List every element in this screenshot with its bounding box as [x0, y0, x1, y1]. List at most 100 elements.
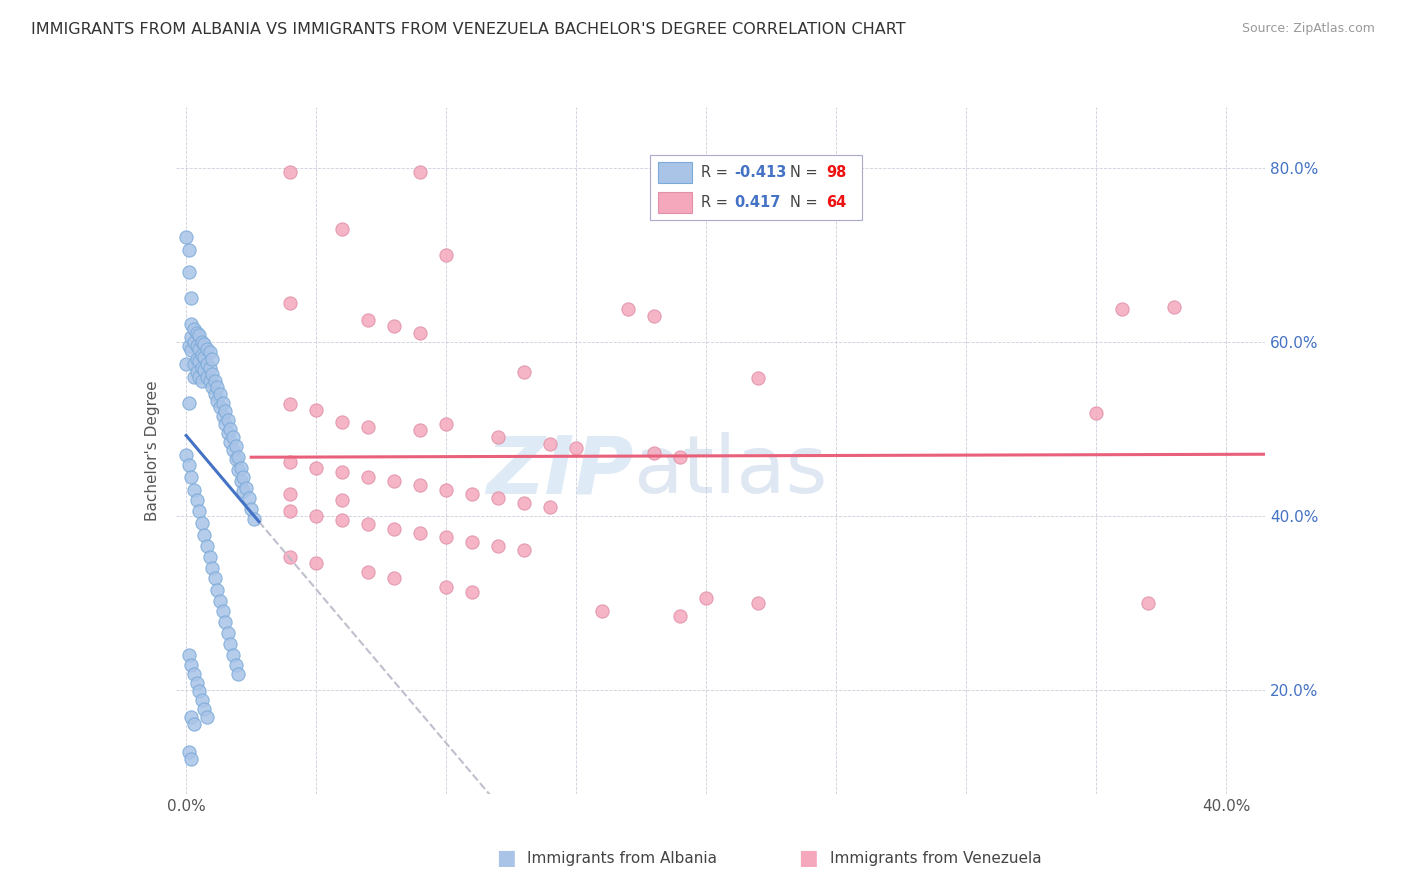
Point — [198, 360, 221, 375]
Point — [305, 460, 328, 475]
Point — [188, 369, 211, 384]
Point — [190, 374, 212, 388]
Point — [217, 426, 239, 441]
Point — [180, 658, 202, 673]
Point — [409, 478, 432, 492]
Point — [225, 452, 247, 467]
Point — [434, 248, 457, 262]
Point — [409, 526, 432, 541]
Point — [461, 534, 484, 549]
Point — [409, 424, 432, 438]
Point — [538, 437, 561, 451]
Point — [357, 313, 380, 327]
Point — [242, 512, 264, 526]
Point — [219, 637, 242, 651]
Point — [183, 666, 205, 681]
Point — [214, 417, 236, 432]
Text: N =: N = — [790, 165, 823, 180]
Point — [180, 330, 202, 344]
FancyBboxPatch shape — [658, 162, 692, 183]
Point — [232, 484, 254, 499]
Point — [643, 446, 665, 460]
Point — [177, 745, 200, 759]
Point — [240, 501, 263, 516]
Point — [195, 710, 218, 724]
Point — [198, 550, 221, 565]
Point — [222, 648, 245, 662]
Point — [305, 508, 328, 523]
Point — [183, 369, 205, 384]
Point — [226, 450, 249, 464]
Point — [207, 393, 229, 408]
Point — [193, 336, 215, 351]
Point — [278, 455, 301, 469]
Point — [235, 481, 257, 495]
Point — [180, 710, 202, 724]
Point — [461, 487, 484, 501]
Point — [188, 504, 211, 518]
Point — [330, 493, 353, 508]
Point — [204, 387, 226, 401]
Text: R =: R = — [700, 165, 733, 180]
Text: 98: 98 — [827, 165, 846, 180]
Point — [669, 608, 692, 623]
Point — [180, 291, 202, 305]
Point — [183, 717, 205, 731]
Point — [174, 230, 197, 244]
Point — [513, 543, 536, 558]
Point — [193, 351, 215, 365]
Point — [513, 495, 536, 509]
Point — [305, 557, 328, 571]
Text: atlas: atlas — [633, 432, 828, 510]
Point — [434, 530, 457, 544]
Point — [214, 615, 236, 629]
Point — [190, 360, 212, 375]
Point — [193, 362, 215, 376]
Point — [643, 309, 665, 323]
Point — [591, 604, 613, 618]
Point — [434, 580, 457, 594]
Point — [195, 342, 218, 356]
Point — [180, 343, 202, 358]
Point — [222, 430, 245, 444]
Point — [183, 334, 205, 349]
Point — [195, 369, 218, 384]
Point — [193, 528, 215, 542]
Point — [226, 666, 249, 681]
Point — [278, 165, 301, 179]
Point — [186, 339, 208, 353]
Point — [226, 463, 249, 477]
Point — [180, 469, 202, 483]
Point — [174, 448, 197, 462]
Point — [434, 483, 457, 497]
Point — [278, 550, 301, 565]
Point — [229, 474, 252, 488]
Point — [357, 420, 380, 434]
Text: N =: N = — [790, 195, 823, 211]
Point — [211, 604, 233, 618]
Point — [219, 434, 242, 449]
Point — [486, 539, 509, 553]
Point — [229, 460, 252, 475]
Point — [382, 522, 405, 536]
Point — [186, 365, 208, 379]
Text: Immigrants from Venezuela: Immigrants from Venezuela — [830, 851, 1042, 865]
Point — [180, 752, 202, 766]
Point — [382, 474, 405, 488]
Point — [201, 352, 224, 367]
Point — [177, 244, 200, 258]
Point — [186, 675, 208, 690]
Point — [177, 339, 200, 353]
Point — [222, 443, 245, 458]
Point — [217, 626, 239, 640]
Point — [183, 483, 205, 497]
Point — [177, 648, 200, 662]
Point — [183, 322, 205, 336]
Point — [382, 571, 405, 585]
Point — [1111, 301, 1133, 316]
Point — [201, 380, 224, 394]
Point — [278, 295, 301, 310]
Point — [357, 517, 380, 532]
Point — [357, 565, 380, 579]
Point — [217, 413, 239, 427]
